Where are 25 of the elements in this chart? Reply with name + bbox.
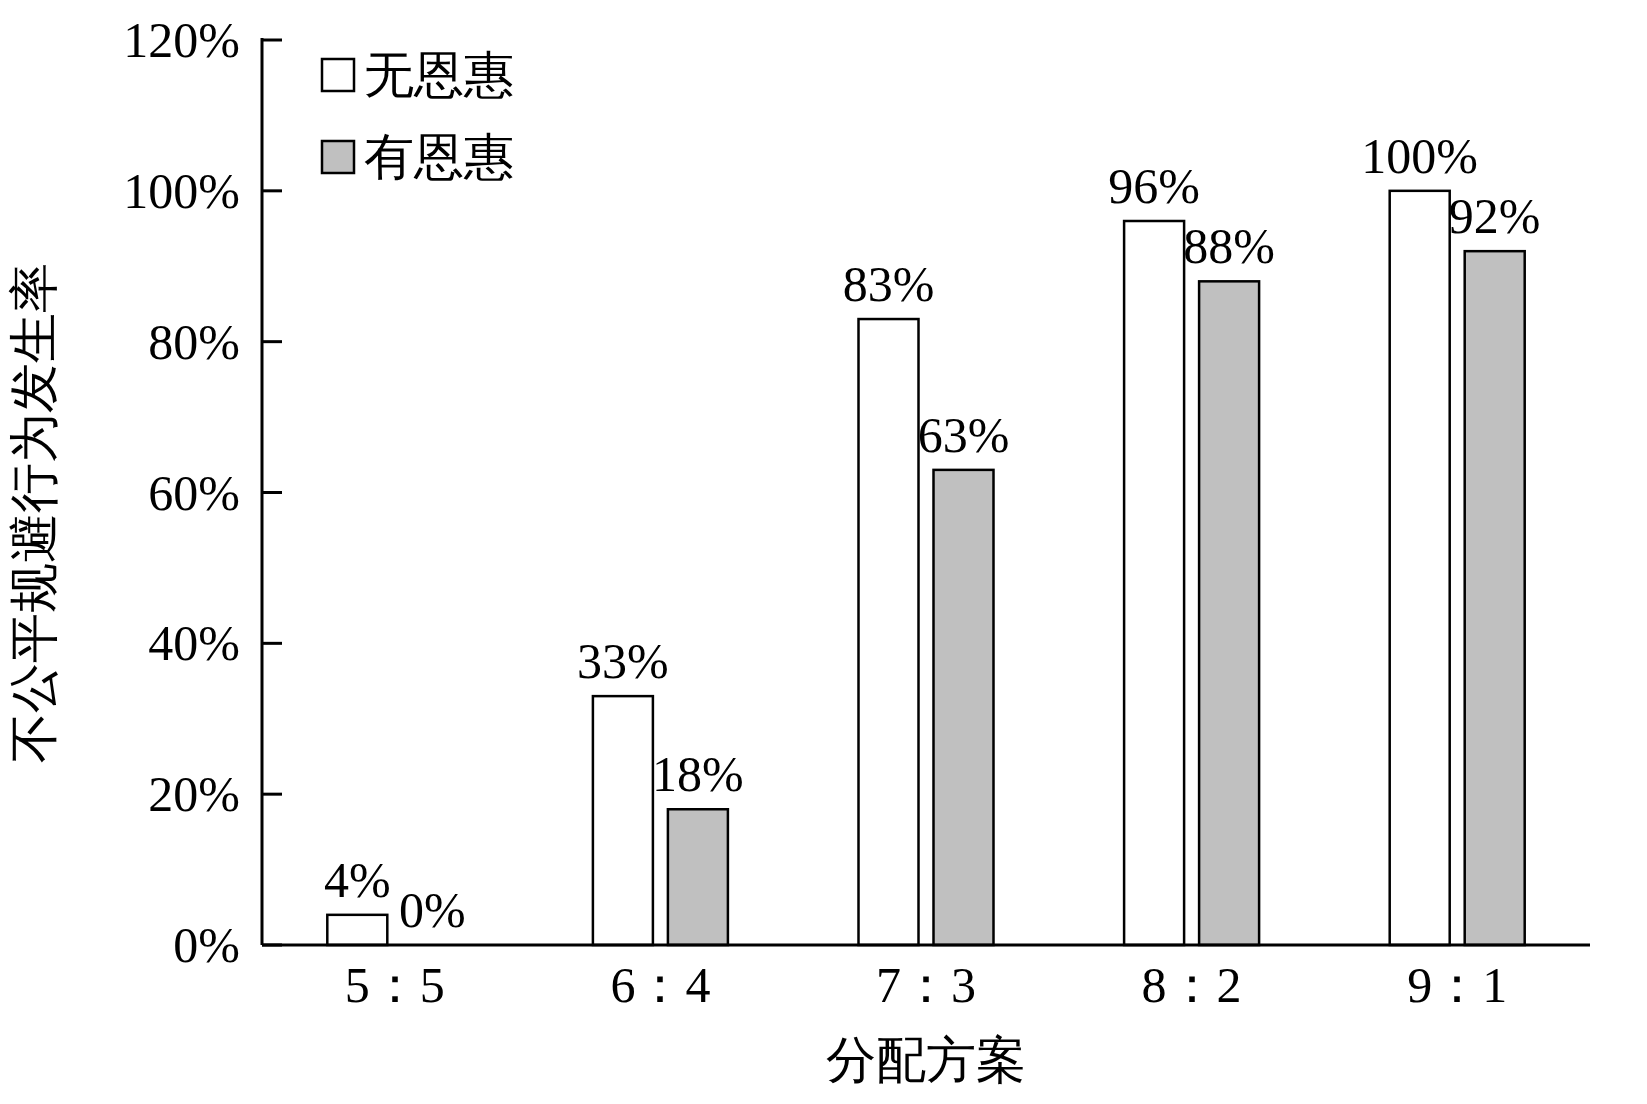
y-tick-label: 0% bbox=[173, 917, 240, 973]
y-tick-label: 40% bbox=[148, 615, 240, 672]
y-tick-label: 120% bbox=[123, 12, 240, 68]
legend-label: 有恩惠 bbox=[364, 129, 514, 185]
data-label: 63% bbox=[917, 406, 1010, 463]
y-tick-label: 60% bbox=[148, 464, 240, 521]
x-axis-title: 分配方案 bbox=[826, 1032, 1026, 1088]
data-label: 96% bbox=[1108, 158, 1200, 214]
data-label: 33% bbox=[577, 633, 669, 690]
data-label: 88% bbox=[1183, 218, 1275, 275]
x-tick-label: 6：4 bbox=[610, 957, 711, 1013]
data-label: 4% bbox=[323, 851, 391, 908]
data-label: 0% bbox=[398, 882, 466, 938]
y-axis-title: 不公平规避行为发生率 bbox=[6, 262, 62, 763]
x-tick-label: 8：2 bbox=[1141, 957, 1242, 1013]
data-label: 83% bbox=[842, 256, 935, 313]
x-tick-label: 9：1 bbox=[1407, 957, 1508, 1013]
data-label: 18% bbox=[652, 746, 744, 803]
y-tick-label: 20% bbox=[148, 766, 240, 823]
y-tick-label: 100% bbox=[123, 162, 240, 219]
x-tick-label: 5：5 bbox=[344, 957, 445, 1013]
data-label: 100% bbox=[1361, 127, 1479, 184]
legend-label: 无恩惠 bbox=[364, 47, 514, 103]
x-tick-label: 7：3 bbox=[876, 957, 976, 1013]
y-tick-label: 80% bbox=[148, 313, 240, 370]
